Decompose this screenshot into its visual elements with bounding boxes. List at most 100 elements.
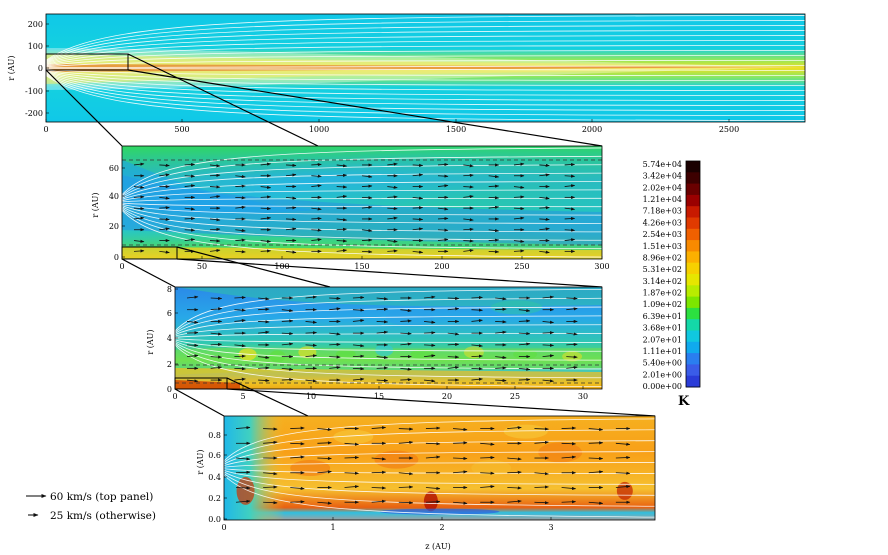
velocity-arrow	[305, 295, 317, 299]
velocity-arrow	[488, 196, 500, 200]
panel-4-velocity-arrows	[235, 426, 631, 505]
streamline	[45, 55, 806, 67]
velocity-arrow	[209, 173, 221, 177]
velocity-arrow	[387, 185, 398, 189]
velocity-arrow	[258, 297, 270, 301]
velocity-arrow	[290, 500, 305, 504]
colorbar-label: 2.07e+01	[643, 335, 682, 344]
colorbar-swatch	[686, 353, 700, 365]
velocity-arrow	[186, 320, 199, 324]
velocity-arrow	[258, 366, 270, 370]
velocity-arrow	[260, 239, 272, 243]
velocity-arrow	[534, 501, 549, 505]
velocity-arrow	[539, 217, 550, 221]
velocity-arrow	[258, 378, 270, 383]
streamline	[121, 202, 603, 208]
velocity-arrow	[463, 248, 474, 253]
velocity-arrow	[398, 485, 414, 489]
colorbar-swatch	[686, 307, 700, 320]
panel-3-ylabel: r (AU)	[146, 329, 155, 354]
y-tick-label: 8	[167, 285, 172, 294]
velocity-arrow	[471, 295, 483, 300]
velocity-arrow	[561, 486, 576, 490]
velocity-arrow	[133, 162, 145, 166]
zoom-line-1b	[127, 69, 603, 147]
colorbar-label: 1.11e+01	[643, 347, 682, 356]
velocity-arrow	[463, 218, 474, 222]
velocity-arrow	[317, 501, 332, 505]
velocity-arrow	[424, 320, 436, 324]
streamline	[223, 418, 656, 462]
velocity-arrow	[518, 367, 531, 371]
streamline	[121, 208, 603, 250]
velocity-arrow	[480, 471, 495, 475]
velocity-arrow	[159, 196, 170, 200]
velocity-arrow	[305, 379, 317, 383]
velocity-arrow	[566, 365, 578, 370]
velocity-arrow	[453, 470, 468, 474]
velocity-arrow	[518, 342, 531, 346]
velocity-arrow	[159, 217, 170, 221]
velocity-arrow	[425, 442, 441, 446]
panel-3-zoom-box	[174, 377, 228, 390]
velocity-arrow	[463, 185, 474, 189]
velocity-arrow	[235, 499, 251, 503]
velocity-arrow	[513, 162, 525, 166]
velocity-arrow	[311, 174, 322, 178]
velocity-arrow	[281, 331, 294, 336]
velocity-arrow	[317, 427, 332, 432]
streamline	[121, 197, 603, 203]
velocity-arrow	[133, 206, 145, 211]
y-tick-label: 20	[109, 222, 119, 231]
colorbar-swatch	[686, 262, 700, 275]
streamline	[121, 205, 603, 224]
velocity-arrow	[263, 472, 278, 476]
velocity-arrow	[424, 331, 436, 335]
field-blob	[471, 460, 512, 476]
streamline	[45, 69, 806, 81]
velocity-arrow	[352, 377, 365, 381]
velocity-arrow	[471, 319, 483, 323]
velocity-arrow	[184, 174, 196, 178]
velocity-arrow	[133, 185, 145, 189]
velocity-arrow	[209, 239, 221, 243]
velocity-arrow	[412, 250, 424, 254]
velocity-arrow	[336, 164, 348, 168]
velocity-arrow	[235, 196, 246, 200]
velocity-arrow	[371, 426, 387, 430]
velocity-arrow	[186, 379, 199, 383]
velocity-arrow	[495, 307, 507, 311]
velocity-arrow	[412, 163, 424, 167]
velocity-arrow	[376, 297, 389, 301]
velocity-arrow	[305, 354, 317, 358]
streamline	[45, 75, 806, 121]
colorbar-swatch	[686, 161, 700, 173]
y-tick-label: 0.6	[208, 451, 221, 460]
field-blob	[333, 429, 374, 444]
velocity-arrow	[290, 455, 305, 459]
velocity-arrow	[564, 184, 576, 188]
velocity-arrow	[513, 249, 525, 253]
velocity-arrow	[361, 196, 373, 200]
velocity-arrow	[615, 455, 631, 460]
velocity-arrow	[400, 342, 412, 346]
velocity-arrow	[480, 442, 495, 446]
panel-4-left-cold	[224, 416, 655, 520]
streamline	[121, 155, 603, 197]
velocity-arrow	[336, 239, 348, 243]
velocity-arrow	[234, 344, 246, 348]
velocity-arrow	[447, 355, 460, 359]
velocity-arrow	[425, 455, 441, 459]
colorbar-label: 3.68e+01	[643, 324, 682, 333]
velocity-arrow	[387, 195, 398, 199]
streamline	[121, 181, 603, 200]
velocity-arrow	[437, 216, 449, 221]
velocity-arrow	[263, 501, 278, 505]
colorbar-swatch	[686, 172, 700, 185]
x-tick-label: 5	[240, 392, 245, 401]
velocity-arrow	[186, 295, 199, 299]
field-blob	[385, 309, 434, 326]
velocity-arrow	[488, 238, 500, 242]
x-tick-label: 3	[548, 523, 553, 532]
